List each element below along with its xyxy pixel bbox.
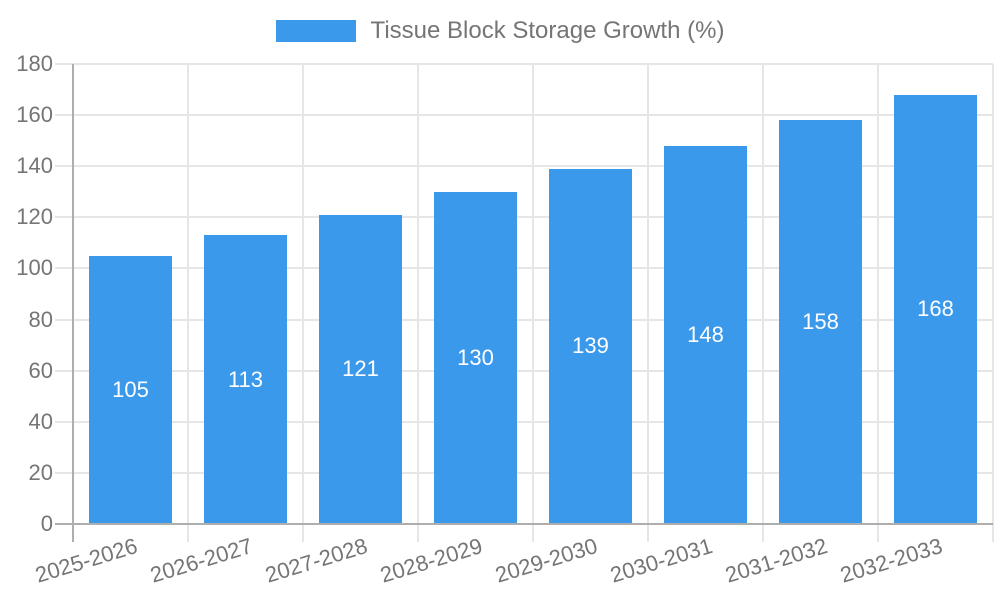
x-tick-label: 2025-2026 (32, 533, 141, 588)
x-tick-label: 2027-2028 (262, 533, 371, 588)
y-tick-label: 180 (16, 51, 53, 76)
v-gridline (762, 64, 764, 542)
h-gridline (55, 165, 993, 168)
y-tick-label: 40 (28, 408, 53, 434)
v-gridline (532, 64, 534, 542)
bar-value-label: 113 (227, 366, 264, 392)
v-gridline (417, 64, 419, 542)
bar-value-label: 168 (917, 296, 954, 322)
bar[interactable]: 105 (89, 255, 172, 524)
h-gridline (55, 369, 993, 372)
bar[interactable]: 113 (204, 235, 287, 524)
y-tick-label: 20 (28, 459, 53, 485)
bar[interactable]: 121 (319, 214, 402, 524)
x-tick-label: 2028-2029 (377, 533, 486, 588)
v-gridline (302, 64, 304, 542)
h-gridline (55, 267, 993, 270)
h-gridline (55, 318, 993, 321)
y-tick-label: 140 (16, 153, 53, 179)
legend-swatch (275, 20, 356, 42)
y-tick-label: 0 (40, 511, 53, 536)
bar-value-label: 105 (112, 376, 149, 402)
bar[interactable]: 130 (434, 191, 517, 524)
bar[interactable]: 148 (664, 145, 747, 524)
bar-value-label: 139 (572, 333, 609, 359)
h-gridline (55, 63, 993, 65)
bar-value-label: 121 (342, 356, 379, 382)
h-gridline (55, 114, 993, 117)
bar[interactable]: 168 (894, 94, 977, 524)
x-tick-label: 2032-2033 (837, 533, 946, 588)
h-gridline (55, 471, 993, 474)
bar-value-label: 158 (802, 309, 839, 335)
y-tick-label: 100 (16, 255, 53, 281)
h-gridline (55, 420, 993, 423)
v-gridline (187, 64, 189, 542)
y-tick-label: 120 (16, 204, 53, 230)
y-tick-label: 160 (16, 102, 53, 128)
x-axis-line (55, 523, 993, 525)
bar[interactable]: 139 (549, 168, 632, 524)
chart-legend[interactable]: Tissue Block Storage Growth (%) (0, 18, 1000, 44)
y-axis-line (72, 64, 74, 542)
v-gridline (877, 64, 879, 542)
y-tick-label: 80 (28, 306, 53, 332)
bar[interactable]: 158 (779, 120, 862, 524)
v-gridline (992, 64, 994, 542)
legend-label: Tissue Block Storage Growth (%) (370, 17, 725, 44)
x-tick-label: 2029-2030 (492, 533, 601, 588)
bar-value-label: 148 (687, 321, 724, 347)
bar-value-label: 130 (457, 344, 494, 370)
y-tick-label: 60 (28, 357, 53, 383)
x-tick-label: 2031-2032 (722, 533, 831, 588)
x-tick-label: 2030-2031 (607, 533, 716, 588)
v-gridline (647, 64, 649, 542)
h-gridline (55, 216, 993, 219)
x-tick-label: 2026-2027 (147, 533, 256, 588)
